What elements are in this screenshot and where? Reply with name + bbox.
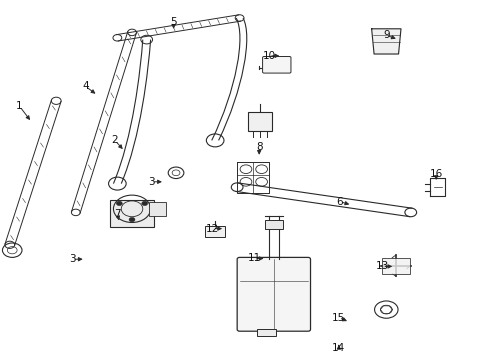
Text: 4: 4 [82, 81, 89, 91]
FancyBboxPatch shape [262, 57, 290, 73]
Text: 6: 6 [336, 197, 343, 207]
Bar [248, 112, 271, 131]
Text: 3: 3 [69, 254, 76, 264]
FancyBboxPatch shape [237, 257, 310, 331]
Polygon shape [371, 29, 400, 54]
Text: 9: 9 [382, 30, 389, 40]
Bar [382, 258, 409, 274]
Bar [256, 329, 276, 336]
Bar [110, 200, 154, 227]
Bar [264, 220, 282, 229]
Text: 13: 13 [375, 261, 388, 271]
Circle shape [116, 201, 122, 206]
Bar [205, 226, 224, 237]
Circle shape [142, 201, 147, 206]
Text: 11: 11 [247, 253, 261, 264]
Text: 12: 12 [205, 224, 219, 234]
Text: 2: 2 [111, 135, 118, 145]
Text: 15: 15 [331, 312, 345, 323]
Circle shape [129, 217, 135, 222]
Bar [149, 202, 166, 216]
Text: 7: 7 [114, 209, 121, 219]
Text: 3: 3 [148, 177, 155, 187]
Text: 10: 10 [262, 51, 275, 61]
Text: 16: 16 [428, 168, 442, 179]
Text: 14: 14 [331, 343, 345, 354]
Text: 8: 8 [255, 142, 262, 152]
Text: 5: 5 [170, 17, 177, 27]
Text: 1: 1 [16, 101, 23, 111]
